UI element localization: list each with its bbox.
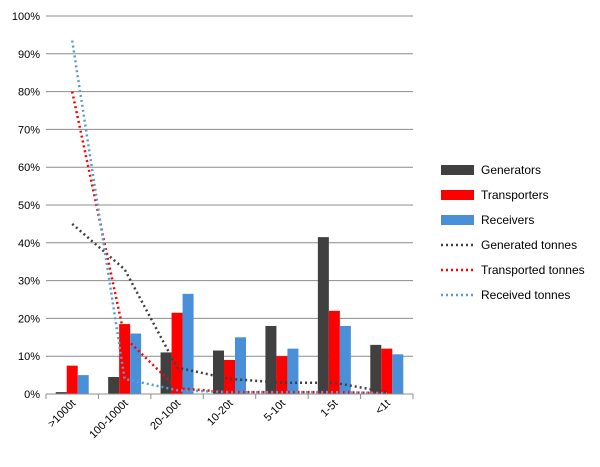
bar-generators: [213, 350, 224, 394]
bar-receivers: [77, 375, 89, 394]
bar-generators: [370, 344, 382, 394]
bar-transporters: [171, 312, 183, 394]
legend: Generators Transporters Receivers Generated…: [441, 163, 585, 302]
bar-generators: [55, 392, 67, 394]
x-tick-label: 20-100t: [148, 398, 183, 433]
legend-label: Receivers: [481, 213, 534, 227]
bar-generators: [265, 325, 277, 394]
legend-label: Transporters: [481, 188, 549, 202]
bar-receivers: [392, 354, 404, 394]
y-tick-label: 20%: [18, 313, 40, 325]
y-tick-label: 30%: [18, 276, 40, 288]
legend-label: Generated tonnes: [481, 238, 577, 252]
bar-generators: [317, 237, 329, 394]
bar-receivers: [287, 348, 299, 394]
bar-receivers: [182, 293, 194, 394]
legend-swatch-transporters: [441, 190, 474, 200]
bar-transporters: [276, 356, 288, 394]
x-tick-label: 1-5t: [319, 398, 341, 420]
legend-swatch-generators: [441, 165, 474, 175]
legend-label: Generators: [481, 163, 541, 177]
trend-lines: [70, 40, 388, 395]
gridlines: [46, 15, 413, 357]
y-tick-label: 50%: [18, 200, 40, 212]
y-tick-label: 10%: [18, 351, 40, 363]
x-tick-label: 5-10t: [262, 398, 288, 424]
legend-swatch-receivers: [441, 215, 474, 225]
bars: [55, 237, 404, 394]
bar-receivers: [130, 333, 142, 394]
y-tick-label: 60%: [18, 162, 40, 174]
legend-label: Transported tonnes: [481, 263, 585, 277]
line-transported-tonnes: [70, 91, 387, 395]
bar-generators: [108, 376, 120, 394]
y-tick-label: 90%: [18, 49, 40, 61]
legend-label: Received tonnes: [481, 288, 570, 302]
y-tick-label: 100%: [12, 11, 40, 23]
x-tick-label: 10-20t: [205, 398, 236, 429]
bar-transporters: [381, 348, 393, 394]
bar-receivers: [235, 337, 246, 394]
y-tick-label: 0%: [24, 389, 40, 401]
bar-transporters: [66, 365, 78, 394]
bar-generators: [160, 352, 172, 394]
bar-transporters: [328, 310, 340, 394]
y-tick-label: 40%: [18, 238, 40, 250]
bar-transporters: [119, 324, 131, 394]
x-tick-label: 100-1000t: [87, 398, 131, 442]
x-tick-label: >1000t: [46, 398, 78, 430]
bar-receivers: [339, 325, 351, 394]
y-tick-label: 80%: [18, 87, 40, 99]
y-tick-label: 70%: [18, 124, 40, 136]
bar-transporters: [224, 359, 235, 394]
x-tick-label: <1t: [373, 398, 393, 418]
